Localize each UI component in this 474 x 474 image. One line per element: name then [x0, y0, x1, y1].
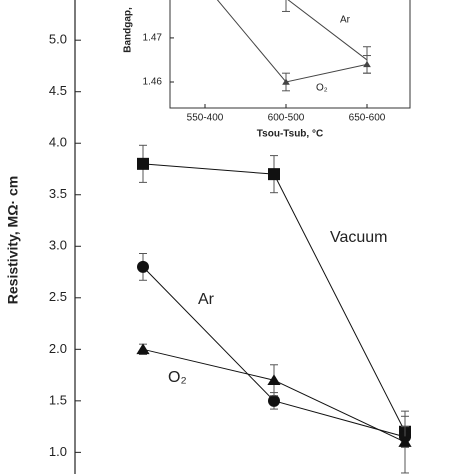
series-label: Vacuum: [330, 229, 388, 246]
inset-x-label: Tsou-Tsub, °C: [257, 129, 323, 140]
inset-y-label: Bandgap,: [123, 7, 134, 53]
main-plot: 1.0 1.5 2.0 2.5 3.0 3.5 4.0 4.5 5.0 Vacuum Ar O₂: [49, 32, 412, 474]
marker: [137, 157, 149, 170]
y-tick-label: 1.5: [49, 392, 67, 407]
y-tick-label: 3.0: [49, 238, 67, 253]
series-line: [142, 266, 406, 438]
marker: [282, 78, 290, 85]
marker: [136, 343, 150, 355]
series-line: [287, 0, 368, 61]
y-tick-label: 4.5: [49, 83, 67, 98]
marker: [267, 374, 281, 386]
series-label: O₂: [168, 369, 187, 386]
y-tick-label: 2.5: [49, 289, 67, 304]
marker: [137, 260, 149, 273]
y-tick-label: 1.0: [49, 444, 67, 459]
series-label: Ar: [340, 15, 351, 26]
marker: [268, 394, 280, 407]
inset-frame: [169, 0, 411, 109]
series-label: Ar: [198, 291, 215, 308]
x-tick-label: 600-500: [268, 113, 305, 124]
marker: [398, 436, 412, 447]
y-tick-label: 3.5: [49, 186, 67, 201]
inset-plot: [216, 0, 371, 92]
y-tick-label: 2.0: [49, 341, 67, 356]
x-tick-label: 650-600: [349, 113, 386, 124]
marker: [268, 168, 280, 181]
y-tick-label: 1.47: [143, 33, 163, 44]
error-bar: [282, 0, 290, 12]
y-tick-label: 4.0: [49, 135, 67, 150]
marker: [363, 60, 371, 68]
y-axis-label: Resistivity, MΩ· cm: [5, 176, 21, 304]
y-tick-label: 1.46: [143, 77, 163, 88]
y-tick-label: 5.0: [49, 32, 67, 47]
series-label: O₂: [316, 83, 328, 94]
inset-labels: 1.46 1.47 550-400 600-500 650-600 Ar O₂: [143, 15, 386, 124]
x-tick-label: 550-400: [187, 113, 224, 124]
